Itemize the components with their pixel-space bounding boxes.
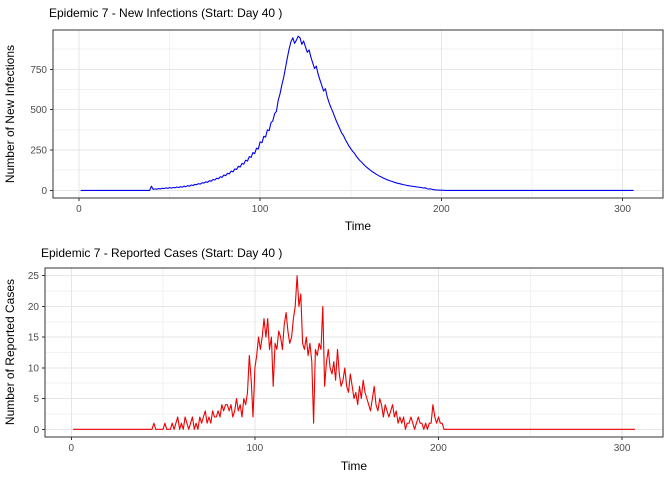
x-tick-label: 200 <box>433 204 450 215</box>
x-tick-label: 100 <box>252 204 269 215</box>
axis-tick-marks <box>42 275 623 440</box>
y-tick-label: 25 <box>28 271 40 282</box>
y-tick-label: 5 <box>33 394 39 405</box>
gridlines-minor <box>53 30 663 198</box>
x-tick-label: 0 <box>68 443 74 454</box>
new-infections-chart-title: Epidemic 7 - New Infections (Start: Day … <box>49 6 283 20</box>
panel-border <box>44 267 664 438</box>
x-tick-label: 0 <box>76 204 82 215</box>
reported-cases-chart: Epidemic 7 - Reported Cases (Start: Day … <box>0 240 672 480</box>
y-tick-label: 500 <box>30 105 47 116</box>
new-infections-x-axis-label: Time <box>344 219 372 233</box>
y-tick-label: 15 <box>28 333 40 344</box>
y-tick-label: 0 <box>41 186 47 197</box>
y-tick-label: 750 <box>30 65 47 76</box>
y-tick-label: 20 <box>28 302 40 313</box>
y-tick-label: 250 <box>30 146 47 157</box>
data-line <box>80 35 634 191</box>
reported-cases-x-axis-label: Time <box>340 459 368 473</box>
x-tick-label: 100 <box>247 443 264 454</box>
x-tick-label: 300 <box>614 204 631 215</box>
data-line <box>73 275 635 430</box>
axis-tick-marks <box>50 68 624 201</box>
new-infections-plot-area: 0 100 200 300 0 250 500 750 <box>30 29 664 215</box>
gridlines-minor <box>45 268 663 437</box>
axis-tick-labels: 0 100 200 300 0 250 500 750 <box>30 65 631 215</box>
reported-cases-plot-area: 0 100 200 300 0 5 10 15 20 25 <box>28 267 664 454</box>
reported-cases-chart-title: Epidemic 7 - Reported Cases (Start: Day … <box>41 246 283 260</box>
panel-border <box>52 29 664 199</box>
x-tick-label: 300 <box>614 443 631 454</box>
gridlines-major <box>53 30 663 198</box>
y-tick-label: 10 <box>28 363 40 374</box>
new-infections-chart: Epidemic 7 - New Infections (Start: Day … <box>3 6 664 233</box>
y-tick-label: 0 <box>33 425 39 436</box>
x-tick-label: 200 <box>430 443 447 454</box>
axis-tick-labels: 0 100 200 300 0 5 10 15 20 25 <box>28 271 631 454</box>
